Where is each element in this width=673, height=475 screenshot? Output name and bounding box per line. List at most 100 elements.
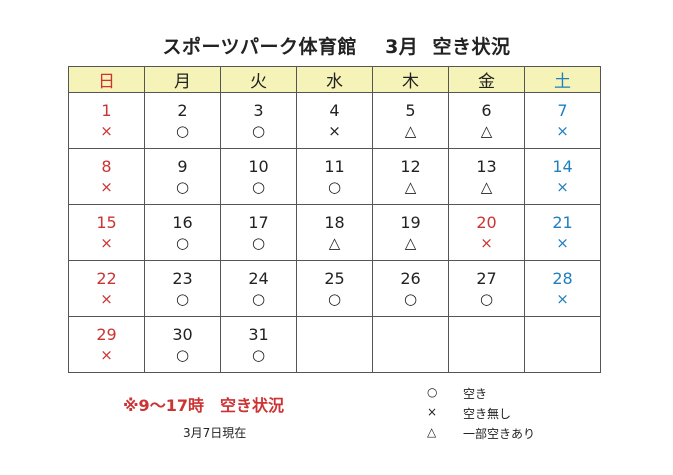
- day-number: 13: [476, 156, 497, 176]
- day-number: 20: [476, 212, 497, 232]
- day-number: 19: [400, 212, 421, 232]
- day-cell: 8 ×: [68, 148, 145, 205]
- day-number: 4: [329, 100, 340, 120]
- legend-item: △ 一部空きあり: [425, 425, 535, 445]
- day-cell: 4 ×: [296, 92, 373, 149]
- availability-mark: ×: [480, 233, 493, 252]
- day-cell: 11 ○: [296, 148, 373, 205]
- availability-mark: △: [480, 177, 493, 196]
- availability-mark: ○: [403, 289, 418, 308]
- legend-label: 空き無し: [463, 407, 512, 421]
- week-row: 15 × 16 ○ 17 ○ 18 △ 19 △ 20 × 21 ×: [68, 204, 601, 261]
- availability-mark: ○: [175, 345, 190, 364]
- day-cell: 31 ○: [220, 316, 297, 373]
- legend-label: 空き: [463, 387, 488, 401]
- day-cell: 30 ○: [144, 316, 221, 373]
- day-cell: 23 ○: [144, 260, 221, 317]
- day-number: 1: [101, 100, 112, 120]
- availability-mark: ○: [479, 289, 494, 308]
- day-number: 25: [324, 268, 345, 288]
- day-cell: 22 ×: [68, 260, 145, 317]
- availability-mark: ○: [175, 233, 190, 252]
- weekday-3: 水: [296, 66, 373, 93]
- availability-mark: △: [328, 233, 341, 252]
- availability-mark: △: [404, 121, 417, 140]
- day-number: 6: [481, 100, 492, 120]
- day-number: 24: [248, 268, 269, 288]
- availability-mark: ×: [556, 121, 569, 140]
- day-cell: 6 △: [448, 92, 525, 149]
- page-title: スポーツパーク体育館 3月 空き状況: [0, 32, 673, 59]
- day-cell: [448, 316, 525, 373]
- status-heading: 空き状況: [432, 36, 511, 58]
- day-cell: 25 ○: [296, 260, 373, 317]
- week-row: 29 × 30 ○ 31 ○: [68, 316, 601, 373]
- weekday-5: 金: [448, 66, 525, 93]
- day-cell: 27 ○: [448, 260, 525, 317]
- day-cell: 14 ×: [524, 148, 601, 205]
- day-number: 29: [96, 324, 117, 344]
- day-number: 22: [96, 268, 117, 288]
- day-number: 9: [177, 156, 188, 176]
- weekday-6: 土: [524, 66, 601, 93]
- day-number: 14: [552, 156, 573, 176]
- day-cell: 19 △: [372, 204, 449, 261]
- availability-mark: △: [404, 177, 417, 196]
- day-cell: 2 ○: [144, 92, 221, 149]
- weekday-2: 火: [220, 66, 297, 93]
- day-number: 30: [172, 324, 193, 344]
- availability-mark: ○: [251, 233, 266, 252]
- day-number: 23: [172, 268, 193, 288]
- day-number: 16: [172, 212, 193, 232]
- weekday-1: 月: [144, 66, 221, 93]
- legend-label: 一部空きあり: [463, 427, 536, 441]
- day-cell: 21 ×: [524, 204, 601, 261]
- day-number: 2: [177, 100, 188, 120]
- month: 3月: [385, 36, 419, 58]
- day-number: 27: [476, 268, 497, 288]
- legend-item: × 空き無し: [425, 405, 535, 425]
- day-cell: 29 ×: [68, 316, 145, 373]
- day-number: 11: [324, 156, 345, 176]
- day-number: 12: [400, 156, 421, 176]
- week-row: 8 × 9 ○ 10 ○ 11 ○ 12 △ 13 △ 14 ×: [68, 148, 601, 205]
- availability-mark: ○: [251, 177, 266, 196]
- availability-mark: ×: [100, 345, 113, 364]
- weekday-0: 日: [68, 66, 145, 93]
- availability-mark: ×: [100, 289, 113, 308]
- day-number: 31: [248, 324, 269, 344]
- availability-mark: ×: [100, 233, 113, 252]
- availability-mark: ○: [175, 177, 190, 196]
- day-cell: 3 ○: [220, 92, 297, 149]
- day-number: 8: [101, 156, 112, 176]
- week-row: 1 × 2 ○ 3 ○ 4 × 5 △ 6 △ 7 ×: [68, 92, 601, 149]
- availability-mark: ×: [100, 121, 113, 140]
- calendar-table: 日月火水木金土 1 × 2 ○ 3 ○ 4 × 5 △ 6 △ 7 × 8 × 9 ○ 10 ○ 11 ○ 12 △ 13 △ 14…: [68, 66, 601, 373]
- as-of-date: 3月7日現在: [183, 426, 247, 440]
- week-row: 22 × 23 ○ 24 ○ 25 ○ 26 ○ 27 ○ 28 ×: [68, 260, 601, 317]
- day-cell: 20 ×: [448, 204, 525, 261]
- day-number: 7: [557, 100, 568, 120]
- availability-mark: ○: [175, 121, 190, 140]
- day-cell: 7 ×: [524, 92, 601, 149]
- day-cell: 18 △: [296, 204, 373, 261]
- day-cell: 9 ○: [144, 148, 221, 205]
- day-number: 18: [324, 212, 345, 232]
- weekday-4: 木: [372, 66, 449, 93]
- availability-mark: ×: [556, 289, 569, 308]
- availability-mark: ○: [251, 345, 266, 364]
- day-cell: [524, 316, 601, 373]
- availability-mark: △: [404, 233, 417, 252]
- availability-mark: ○: [175, 289, 190, 308]
- day-cell: 28 ×: [524, 260, 601, 317]
- day-cell: [296, 316, 373, 373]
- legend-symbol: △: [427, 425, 437, 439]
- day-cell: 17 ○: [220, 204, 297, 261]
- day-cell: 15 ×: [68, 204, 145, 261]
- day-number: 15: [96, 212, 117, 232]
- day-cell: 13 △: [448, 148, 525, 205]
- day-number: 21: [552, 212, 573, 232]
- day-number: 5: [405, 100, 416, 120]
- availability-mark: ×: [556, 177, 569, 196]
- availability-mark: ×: [328, 121, 341, 140]
